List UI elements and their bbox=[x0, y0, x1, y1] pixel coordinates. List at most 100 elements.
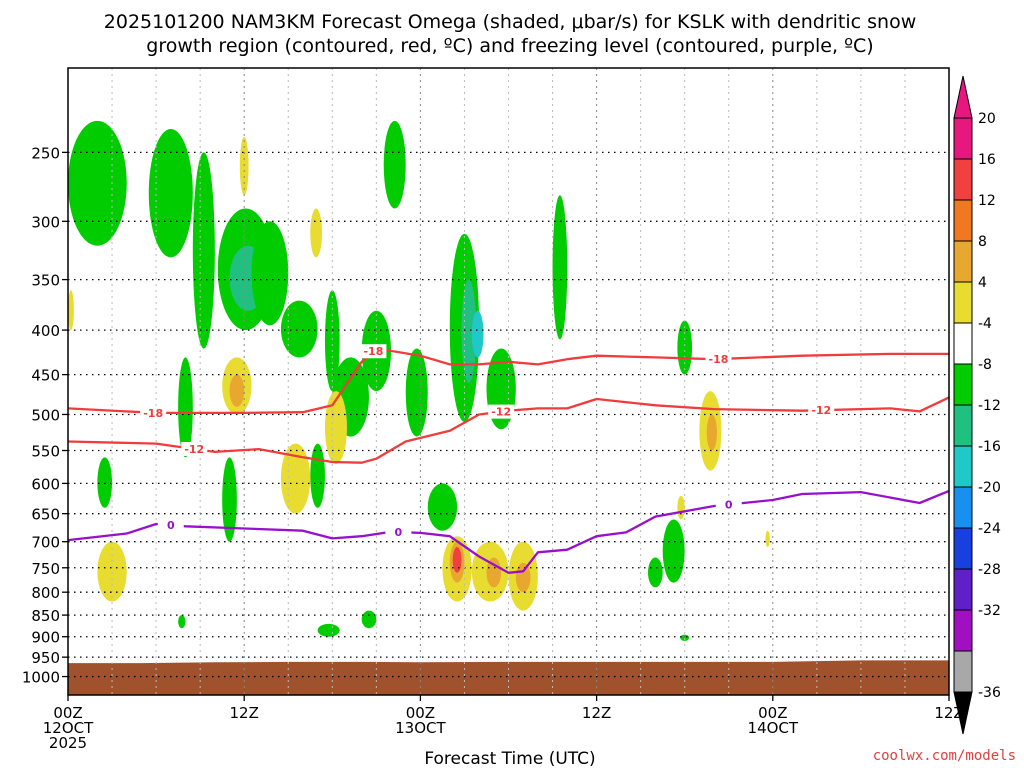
gridlines bbox=[68, 68, 949, 695]
colorbar-bin-1 bbox=[953, 158, 973, 201]
omega-cell-1 bbox=[148, 128, 193, 258]
contour-label-0-1: -18 bbox=[363, 345, 383, 358]
omega-cell-24 bbox=[647, 557, 663, 588]
contour-label-bg-0-0 bbox=[140, 405, 167, 420]
omega-cell-18 bbox=[222, 457, 237, 542]
omega-cell-32 bbox=[97, 541, 127, 602]
y-tick-label-300: 300 bbox=[31, 213, 60, 231]
colorbar-label-2: 12 bbox=[978, 193, 996, 209]
colorbar-label-1: 16 bbox=[978, 152, 996, 168]
terrain-fill bbox=[68, 660, 949, 695]
colorbar-bin-9 bbox=[953, 486, 973, 529]
contour-label-bg-1-0 bbox=[181, 441, 208, 456]
colorbar-label-6: -8 bbox=[978, 357, 992, 373]
omega-cell-30 bbox=[229, 374, 245, 407]
colorbar-bin-5 bbox=[953, 322, 973, 365]
colorbar-label-9: -20 bbox=[978, 480, 1001, 496]
omega-cell-31 bbox=[280, 443, 311, 514]
x-tick-label-24-0: 00Z bbox=[406, 704, 435, 722]
y-tick-label-600: 600 bbox=[31, 475, 60, 493]
colorbar-bin-11 bbox=[953, 568, 973, 611]
omega-cell-17 bbox=[178, 357, 193, 458]
contour-label-bg-1-1 bbox=[488, 404, 515, 419]
x-tick-label-48-1: 14OCT bbox=[748, 719, 799, 737]
y-tick-label-650: 650 bbox=[31, 506, 60, 524]
omega-cell-47 bbox=[765, 530, 770, 548]
omega-cell-42 bbox=[486, 557, 502, 588]
omega-cell-22 bbox=[677, 320, 693, 375]
colorbar-top-arrow bbox=[953, 75, 973, 119]
contour-label-bg-0-1 bbox=[360, 344, 387, 359]
y-tick-label-850: 850 bbox=[31, 607, 60, 625]
colorbar-bin-6 bbox=[953, 363, 973, 406]
omega-cell-46 bbox=[677, 495, 685, 520]
chart-title-line2: growth region (contoured, red, ºC) and f… bbox=[146, 35, 873, 57]
colorbar-bottom-arrow bbox=[953, 691, 973, 735]
terrain-below-ground bbox=[68, 660, 949, 695]
contours: -18 -18 -18 -12 -12 -12 0 0 0 bbox=[67, 344, 950, 574]
colorbar-label-0: 20 bbox=[978, 111, 996, 127]
omega-cell-23 bbox=[662, 519, 685, 583]
colorbar-bin-10 bbox=[953, 527, 973, 570]
contour-label-bg-2-1 bbox=[385, 525, 412, 540]
x-tick-label-60-0: 12Z bbox=[934, 704, 963, 722]
omega-cell-5 bbox=[251, 221, 289, 326]
x-tick-label-0-2: 2025 bbox=[49, 734, 87, 752]
colorbar-bin-3 bbox=[953, 240, 973, 283]
omega-cell-41 bbox=[452, 547, 462, 573]
y-tick-label-450: 450 bbox=[31, 367, 60, 385]
y-tick-label-750: 750 bbox=[31, 560, 60, 578]
colorbar-label-10: -24 bbox=[978, 521, 1001, 537]
contour-label-bg-2-2 bbox=[715, 497, 742, 512]
y-tick-label-500: 500 bbox=[31, 406, 60, 424]
plot-frame bbox=[67, 67, 950, 696]
plot-area: -18 -18 -18 -12 -12 -12 0 0 0 bbox=[67, 67, 950, 696]
x-tick-label-0-0: 00Z bbox=[53, 704, 82, 722]
x-tick-label-36-0: 12Z bbox=[582, 704, 611, 722]
omega-cell-33 bbox=[324, 391, 347, 465]
chart-title-line1: 2025101200 NAM3KM Forecast Omega (shaded… bbox=[104, 11, 916, 33]
omega-cell-36 bbox=[68, 290, 74, 331]
y-tick-label-800: 800 bbox=[31, 584, 60, 602]
colorbar-bin-7 bbox=[953, 404, 973, 447]
contour-label-1-2: -12 bbox=[811, 404, 831, 417]
omega-cell-0 bbox=[68, 120, 127, 246]
colorbar-label-12: -32 bbox=[978, 603, 1001, 619]
omega-cell-35 bbox=[239, 136, 249, 196]
omega-cell-26 bbox=[361, 610, 377, 629]
colorbar-bin-2 bbox=[953, 199, 973, 242]
colorbar-label-11: -28 bbox=[978, 562, 1001, 578]
contour-label-bg-0-2 bbox=[705, 352, 732, 367]
y-tick-label-550: 550 bbox=[31, 443, 60, 461]
omega-cell-13 bbox=[461, 279, 477, 383]
colorbar-bin-8 bbox=[953, 445, 973, 488]
y-tick-label-250: 250 bbox=[31, 144, 60, 162]
omega-cell-2 bbox=[192, 152, 215, 349]
contour-label-bg-1-2 bbox=[808, 403, 835, 418]
contour-label-2-2: 0 bbox=[725, 499, 733, 512]
contour-0-2 bbox=[67, 489, 950, 574]
omega-cell-27 bbox=[178, 615, 186, 629]
credit-link[interactable]: coolwx.com/models bbox=[873, 748, 1016, 764]
contour-label-0-2: -18 bbox=[709, 353, 729, 366]
contour-label-1-0: -12 bbox=[184, 443, 204, 456]
colorbar-bin-12 bbox=[953, 609, 973, 652]
omega-cell-34 bbox=[310, 208, 323, 258]
x-tick-label-12-0: 12Z bbox=[230, 704, 259, 722]
x-tick-label-0-1: 12OCT bbox=[43, 719, 94, 737]
y-tick-label-700: 700 bbox=[31, 534, 60, 552]
y-axis-ticks: 250 300 350 400 450 500 550 600 650 700 750 800 850 9… bbox=[22, 144, 68, 687]
omega-cell-10 bbox=[383, 120, 406, 209]
omega-cell-16 bbox=[552, 195, 568, 340]
omega-cell-20 bbox=[97, 457, 113, 508]
omega-cell-43 bbox=[515, 562, 531, 593]
omega-cell-45 bbox=[706, 414, 718, 451]
contour--12-1 bbox=[67, 396, 950, 464]
y-tick-label-950: 950 bbox=[31, 649, 60, 667]
omega-cell-7 bbox=[324, 290, 340, 392]
omega-cell-21 bbox=[427, 483, 458, 531]
omega-cell-25 bbox=[317, 623, 340, 637]
colorbar-bin-13 bbox=[953, 650, 973, 693]
